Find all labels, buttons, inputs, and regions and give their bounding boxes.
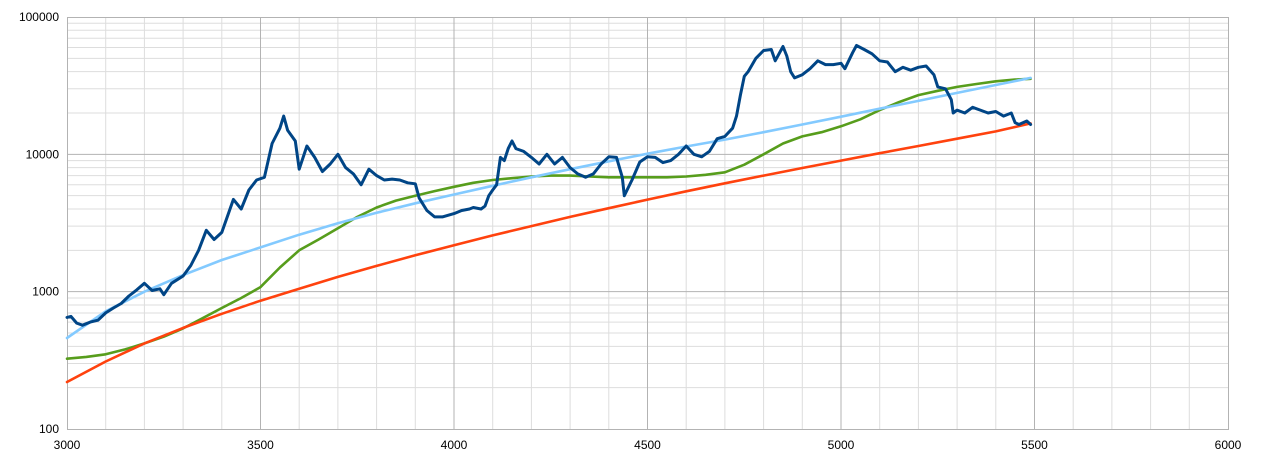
y-axis-tick-labels: 100 1000 10000 100000 [19,10,59,436]
x-tick-label: 6000 [1215,438,1242,452]
series-line-4 [65,122,1032,384]
plot-area-border [67,17,1229,430]
y-tick-label: 100 [39,422,59,436]
x-axis-tick-labels: 3000 3500 4000 4500 5000 5500 6000 [54,438,1242,452]
series-line-1 [65,44,1033,327]
x-tick-label: 3000 [54,438,81,452]
y-tick-label: 1000 [32,285,59,299]
y-tick-label: 100000 [19,10,59,24]
x-tick-label: 5000 [828,438,855,452]
series-layer [65,44,1033,384]
x-tick-label: 5500 [1021,438,1048,452]
y-tick-label: 10000 [26,147,60,161]
x-tick-label: 3500 [247,438,274,452]
series-line-3 [65,77,1032,360]
series-line-2 [65,76,1032,340]
x-tick-label: 4500 [634,438,661,452]
x-tick-label: 4000 [441,438,468,452]
